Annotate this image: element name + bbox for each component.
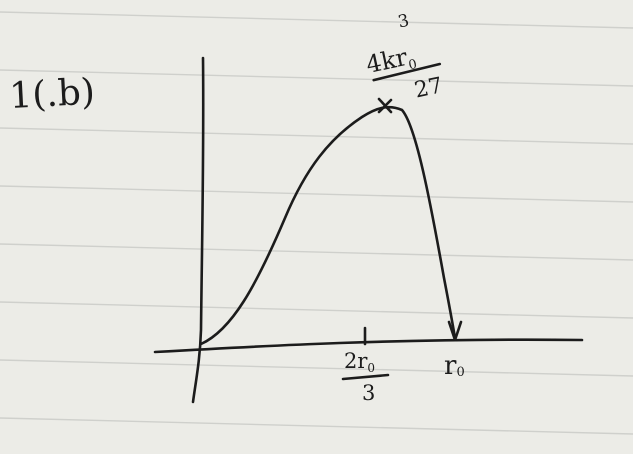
x-tick-label-numerator: 2r [344, 349, 368, 373]
peak-label-exponent: 3 [396, 11, 411, 33]
x-end-label-text: r [444, 351, 457, 381]
x-tick-label-fraction-bar [341, 373, 390, 381]
curve [199, 105, 457, 346]
root-arrowhead [447, 320, 463, 342]
x-axis [153, 338, 584, 354]
svg-text:2r0: 2r0 [344, 349, 375, 375]
ruled-lines [0, 11, 633, 435]
x-tick-label-subscript: 0 [367, 361, 375, 375]
peak-label-denominator: 27 [412, 73, 445, 103]
x-end-label: r0 [444, 351, 465, 381]
x-tick-label: 2r0 3 [341, 349, 390, 405]
x-tick-label-denominator: 3 [362, 381, 375, 405]
peak-label: 4kr0 3 27 [364, 11, 445, 104]
peak-label-subscript: 0 [407, 57, 418, 73]
x-end-label-subscript: 0 [456, 365, 464, 380]
peak-marker [377, 97, 393, 114]
peak-label-fraction-bar [372, 62, 442, 82]
problem-label: 1(.b) [8, 72, 96, 117]
y-axis [191, 56, 205, 404]
